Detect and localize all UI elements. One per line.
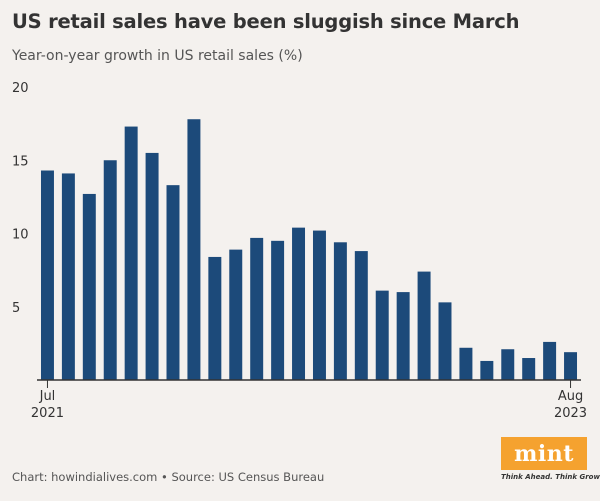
chart-source: Chart: howindialives.com • Source: US Ce…: [12, 470, 325, 484]
bar: [208, 256, 222, 380]
bar: [438, 302, 452, 380]
x-tick-label: 2023: [554, 406, 587, 421]
bar: [501, 349, 515, 380]
bar: [543, 341, 557, 380]
y-tick-label: 5: [12, 301, 20, 316]
bar: [564, 352, 578, 380]
bar: [333, 242, 347, 380]
x-tick-label: 2021: [31, 406, 64, 421]
bar: [61, 173, 75, 380]
logo-tagline: Think Ahead. Think Growth.: [501, 473, 600, 481]
bar: [40, 170, 54, 380]
bar: [145, 152, 159, 380]
bar: [480, 360, 494, 380]
bar: [417, 271, 431, 380]
bar: [82, 193, 96, 380]
y-tick-label: 10: [12, 228, 29, 243]
y-tick-label: 20: [12, 81, 29, 96]
bar: [522, 358, 536, 380]
x-tick-label: Aug: [558, 389, 583, 404]
bar: [292, 227, 306, 380]
bar: [375, 290, 389, 380]
bar: [396, 292, 410, 380]
y-tick-label: 15: [12, 154, 29, 169]
bar: [229, 249, 243, 380]
bar: [459, 347, 473, 380]
bar: [271, 240, 285, 380]
logo-wordmark: mint: [501, 437, 587, 470]
chart-title: US retail sales have been sluggish since…: [12, 10, 520, 33]
bar: [354, 251, 368, 380]
chart-subtitle: Year-on-year growth in US retail sales (…: [12, 48, 303, 64]
bar: [124, 126, 138, 380]
bar: [312, 230, 326, 380]
bar: [166, 185, 180, 380]
bar: [103, 160, 117, 380]
bar: [187, 119, 201, 380]
bar: [250, 237, 264, 380]
x-tick-label: Jul: [39, 389, 56, 404]
mint-logo: mint Think Ahead. Think Growth.: [501, 437, 600, 481]
